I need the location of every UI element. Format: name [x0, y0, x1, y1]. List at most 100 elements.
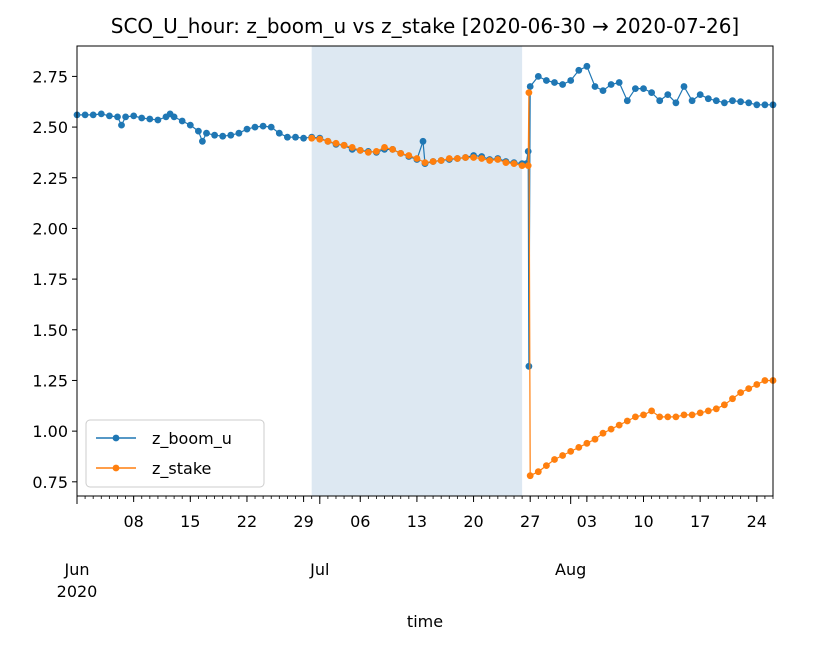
- y-tick-label: 0.75: [32, 473, 68, 492]
- data-point-z_boom_u: [737, 98, 744, 106]
- data-point-z_boom_u: [118, 121, 125, 129]
- data-point-z_stake: [664, 413, 672, 421]
- data-point-z_stake: [534, 468, 542, 476]
- data-point-z_boom_u: [721, 99, 728, 107]
- data-point-z_boom_u: [267, 123, 275, 131]
- data-point-z_stake: [526, 472, 534, 480]
- highlight-span: [311, 46, 523, 496]
- data-point-z_stake: [518, 162, 526, 170]
- data-point-z_stake: [486, 157, 494, 164]
- data-point-z_stake: [680, 411, 688, 419]
- data-point-z_boom_u: [729, 97, 736, 105]
- data-point-z_boom_u: [591, 83, 599, 90]
- y-tick-label: 1.00: [32, 422, 68, 441]
- data-point-z_boom_u: [243, 125, 251, 133]
- data-point-z_boom_u: [615, 79, 623, 86]
- x-tick-label: 08: [123, 512, 143, 531]
- x-tick-label: 10: [633, 512, 653, 531]
- data-point-z_stake: [494, 156, 502, 163]
- data-point-z_stake: [656, 413, 664, 421]
- data-point-z_boom_u: [623, 97, 631, 105]
- data-point-z_boom_u: [680, 83, 688, 90]
- data-point-z_boom_u: [664, 91, 672, 98]
- legend-label-z_stake: z_stake: [152, 459, 211, 479]
- data-point-z_boom_u: [284, 133, 291, 141]
- data-point-z_stake: [745, 385, 753, 392]
- legend-marker-z_boom_u: [112, 434, 120, 442]
- data-point-z_boom_u: [745, 99, 753, 107]
- data-point-z_boom_u: [259, 122, 267, 130]
- x-tick-label: 29: [293, 512, 313, 531]
- legend-marker-z_stake: [112, 464, 120, 472]
- x-tick-label: 13: [407, 512, 427, 531]
- y-tick-label: 2.50: [32, 118, 68, 137]
- x-tick-label: Jul: [309, 560, 329, 579]
- data-point-z_boom_u: [583, 62, 591, 70]
- data-point-z_boom_u: [534, 73, 542, 80]
- data-point-z_stake: [381, 144, 388, 151]
- data-point-z_stake: [413, 155, 421, 162]
- data-point-z_boom_u: [114, 113, 121, 121]
- legend: z_boom_u z_stake: [85, 419, 265, 488]
- data-point-z_boom_u: [672, 99, 680, 107]
- data-point-z_boom_u: [567, 77, 575, 84]
- data-point-z_boom_u: [761, 101, 769, 109]
- data-point-z_stake: [648, 407, 655, 415]
- data-point-z_stake: [502, 159, 510, 167]
- data-point-z_stake: [510, 160, 518, 168]
- x-tick-label: 03: [577, 512, 597, 531]
- data-point-z_stake: [583, 439, 591, 447]
- data-point-z_boom_u: [199, 137, 206, 145]
- data-point-z_stake: [525, 89, 533, 96]
- data-point-z_stake: [575, 444, 583, 451]
- data-point-z_boom_u: [656, 97, 664, 105]
- y-tick-label: 2.25: [32, 169, 68, 188]
- data-point-z_stake: [356, 147, 364, 154]
- data-point-z_stake: [721, 401, 728, 409]
- x-tick-label: 22: [237, 512, 257, 531]
- x-tick-label: Jun: [64, 560, 90, 579]
- data-point-z_boom_u: [607, 81, 615, 88]
- data-point-z_stake: [340, 141, 348, 149]
- data-point-z_boom_u: [688, 97, 696, 105]
- y-tick-label: 1.50: [32, 321, 68, 340]
- data-point-z_boom_u: [219, 132, 227, 140]
- data-point-z_stake: [478, 155, 486, 162]
- data-point-z_stake: [559, 452, 566, 459]
- data-point-z_boom_u: [696, 91, 704, 98]
- data-point-z_stake: [348, 144, 356, 151]
- legend-box: [85, 419, 265, 488]
- data-point-z_boom_u: [146, 115, 154, 123]
- x-tick-label: 2020: [57, 582, 98, 601]
- data-point-z_boom_u: [170, 113, 178, 121]
- data-point-z_stake: [324, 137, 332, 145]
- data-point-z_stake: [640, 411, 647, 419]
- x-tick-label: 27: [520, 512, 540, 531]
- data-point-z_boom_u: [640, 85, 647, 92]
- plot-area: 0.75 1.00 1.25 1.50 1.75 2.00 2.25 2.50 2.75 Jun 2…: [32, 45, 777, 601]
- data-point-z_stake: [712, 405, 720, 413]
- data-point-z_boom_u: [543, 77, 550, 84]
- data-point-z_boom_u: [81, 111, 89, 119]
- data-point-z_boom_u: [130, 112, 138, 120]
- data-point-z_stake: [462, 154, 469, 161]
- data-point-z_stake: [623, 417, 631, 425]
- x-tick-label: 17: [690, 512, 710, 531]
- data-point-z_boom_u: [648, 89, 655, 96]
- x-axis-label: time: [407, 612, 443, 631]
- data-point-z_boom_u: [559, 81, 566, 88]
- data-point-z_stake: [761, 377, 769, 384]
- data-point-z_stake: [316, 135, 324, 143]
- y-tick-label: 2.00: [32, 219, 68, 238]
- data-point-z_stake: [332, 139, 340, 147]
- data-point-z_boom_u: [106, 112, 113, 120]
- data-point-z_boom_u: [203, 129, 210, 137]
- data-point-z_stake: [454, 155, 461, 162]
- data-point-z_boom_u: [526, 83, 534, 90]
- y-tick-label: 1.75: [32, 270, 68, 289]
- data-point-z_stake: [389, 146, 396, 153]
- x-tick-label: Aug: [555, 560, 586, 579]
- data-point-z_stake: [373, 148, 380, 155]
- data-point-z_stake: [445, 155, 453, 162]
- data-point-z_boom_u: [235, 129, 243, 137]
